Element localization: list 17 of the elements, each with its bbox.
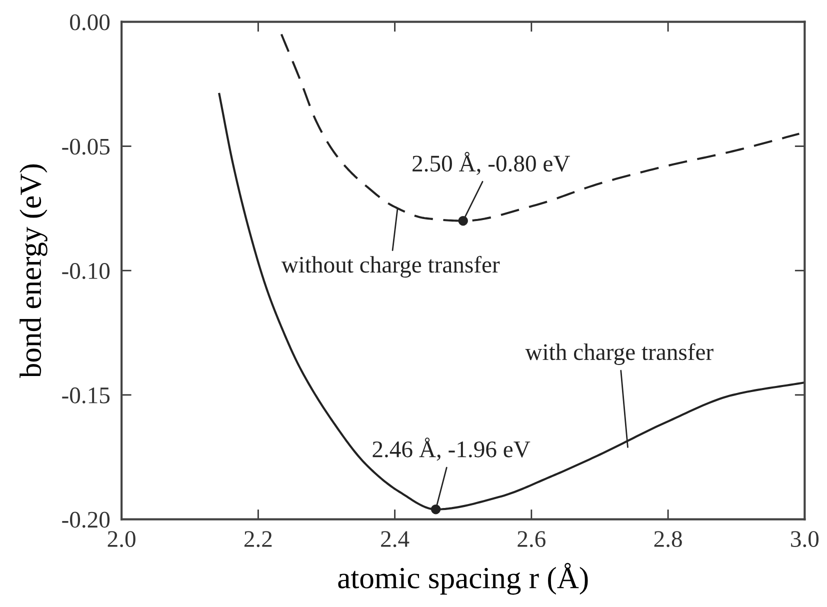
- x-tick-label: 2.2: [244, 531, 272, 548]
- x-axis-title: atomic spacing r (Å): [338, 562, 588, 595]
- y-tick-label: 0.00: [70, 14, 110, 30]
- y-tick-label: -0.05: [62, 138, 110, 155]
- annotation: 2.46 Å, -1.96 eV: [372, 438, 530, 461]
- y-tick-label: -0.10: [62, 263, 110, 280]
- x-tick-label: 2.0: [108, 531, 136, 548]
- x-tick-label: 2.8: [654, 531, 682, 548]
- annotation: without charge transfer: [281, 256, 500, 278]
- y-axis-title: bond energy (eV): [20, 164, 48, 378]
- y-tick-label: -0.20: [62, 512, 110, 528]
- x-tick-label: 2.4: [381, 531, 410, 548]
- x-tick-label: 3.0: [791, 531, 819, 548]
- x-tick-label: 2.6: [518, 531, 546, 548]
- y-tick-label: -0.15: [62, 387, 110, 404]
- annotation: with charge transfer: [525, 343, 714, 365]
- annotation: 2.50 Å, -0.80 eV: [412, 152, 570, 175]
